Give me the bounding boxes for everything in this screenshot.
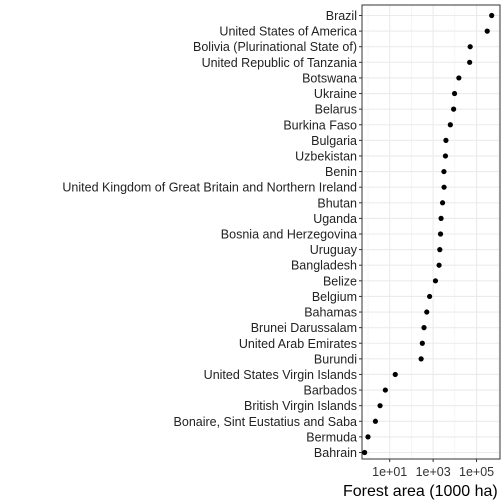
data-point: [418, 356, 424, 362]
data-point: [432, 278, 439, 284]
y-tick-label: Botswana: [302, 71, 357, 85]
y-tick-label: United Kingdom of Great Britain and Nort…: [62, 181, 357, 195]
data-point: [419, 340, 425, 346]
data-point: [443, 137, 449, 143]
y-tick-label: Burkina Faso: [283, 118, 357, 132]
data-point: [362, 449, 368, 456]
data-point: [484, 28, 490, 34]
y-tick-label: Bahrain: [314, 446, 357, 460]
y-tick-label: Belarus: [315, 103, 357, 117]
data-point: [437, 231, 444, 237]
data-point: [447, 122, 453, 128]
data-point: [392, 371, 398, 378]
y-tick-label: Bermuda: [306, 430, 357, 444]
y-tick-label: Bahamas: [304, 306, 357, 320]
panel-border: [361, 4, 501, 460]
data-point: [439, 200, 446, 206]
y-tick-label: Belize: [323, 274, 357, 288]
data-point: [489, 12, 495, 19]
y-tick-label: United States Virgin Islands: [204, 368, 357, 382]
data-point: [456, 75, 462, 81]
data-points: [362, 12, 495, 456]
y-tick-label: Burundi: [314, 352, 357, 366]
data-point: [467, 59, 473, 65]
data-point: [377, 403, 383, 409]
y-tick-label: Uganda: [313, 212, 357, 226]
data-point: [365, 434, 371, 440]
data-point: [437, 247, 443, 253]
y-tick-label: Uzbekistan: [295, 149, 357, 163]
y-tick-label: British Virgin Islands: [244, 399, 357, 413]
data-point: [382, 387, 388, 393]
y-tick-label: Belgium: [312, 290, 357, 304]
data-point: [427, 293, 433, 300]
y-tick-label: Bangladesh: [291, 259, 357, 273]
y-tick-label: Brazil: [326, 9, 357, 23]
data-point: [436, 262, 442, 268]
y-tick-label: United Arab Emirates: [239, 337, 357, 351]
y-tick-label: Bonaire, Sint Eustatius and Saba: [174, 415, 358, 429]
y-tick-label: Bolivia (Plurinational State of): [193, 40, 357, 54]
y-tick-label: Bosnia and Herzegovina: [221, 228, 357, 242]
panel-background: [362, 5, 500, 459]
y-tick-label: Brunei Darussalam: [251, 321, 357, 335]
y-tick-label: Uruguay: [310, 243, 358, 257]
y-tick-label: United Republic of Tanzania: [202, 56, 357, 70]
x-tick-label: 1e+03: [416, 465, 451, 479]
x-axis-ticks: 1e+01 1e+03 1e+05: [372, 459, 494, 479]
y-axis-ticks: [359, 15, 362, 453]
y-tick-label: Barbados: [303, 384, 357, 398]
y-tick-label: Bhutan: [317, 196, 357, 210]
x-tick-label: 1e+05: [459, 465, 494, 479]
y-tick-label: Benin: [325, 165, 357, 179]
data-point: [441, 184, 447, 190]
y-tick-label: United States of America: [219, 25, 357, 39]
data-point: [372, 418, 379, 424]
data-point: [438, 215, 444, 221]
data-point: [467, 44, 473, 50]
data-point: [451, 90, 458, 97]
x-axis-title: Forest area (1000 ha): [343, 483, 498, 500]
data-point: [421, 325, 427, 331]
y-tick-label: Ukraine: [314, 87, 357, 101]
data-point: [424, 309, 430, 315]
data-point: [441, 168, 447, 175]
data-point: [442, 153, 449, 159]
grid-lines: [362, 5, 500, 459]
y-tick-label: Bulgaria: [311, 134, 357, 148]
x-tick-label: 1e+01: [372, 465, 407, 479]
data-point: [451, 106, 457, 112]
